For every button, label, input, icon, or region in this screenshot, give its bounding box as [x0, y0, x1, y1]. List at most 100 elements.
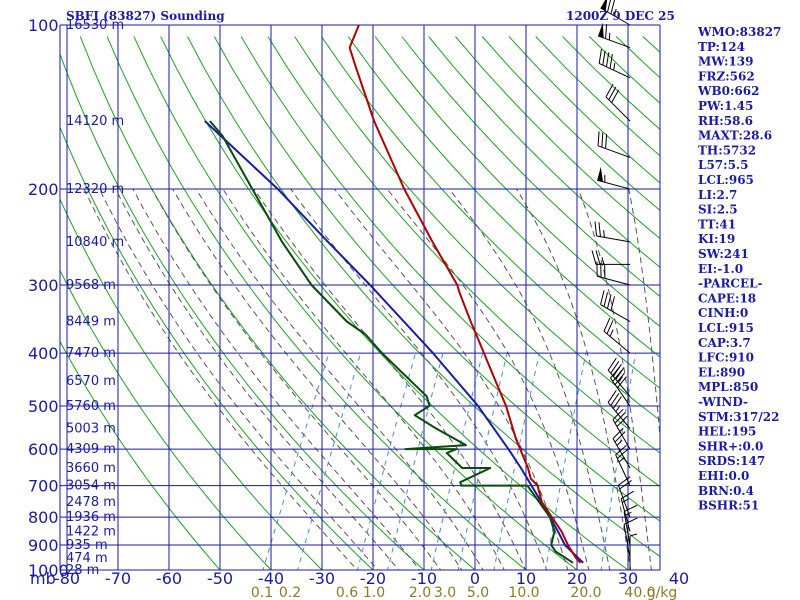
barb-full — [598, 222, 601, 237]
dry-adiabat-line — [60, 269, 272, 570]
height-label: 9568 m — [66, 278, 116, 293]
barb-half — [609, 329, 614, 337]
mixing-ratio-line — [356, 352, 416, 570]
dry-adiabat-line — [60, 52, 425, 570]
index-line: KI:19 — [698, 232, 735, 246]
barb-staff — [615, 454, 631, 486]
barb-full — [616, 448, 629, 459]
chart-time: 1200Z 9 DEC 25 — [566, 9, 675, 23]
barb-staff — [612, 419, 631, 450]
dry-adiabat-line — [374, 36, 660, 328]
index-line: WMO:83827 — [697, 25, 781, 39]
grid — [59, 24, 661, 571]
index-line: RH:58.6 — [698, 114, 753, 128]
mixing-ratio-label: 0.6 — [336, 585, 358, 600]
barb-full — [610, 0, 615, 15]
barb-staff — [597, 145, 631, 158]
dry-adiabat-line — [213, 36, 660, 522]
wind-barbs — [591, 0, 638, 570]
mixing-ratio-label: g/kg — [647, 585, 678, 600]
barb-full — [620, 490, 634, 500]
indices-panel: WMO:83827TP:124MW:139FRZ:562WB0:662PW:1.… — [697, 25, 781, 513]
mixing-ratio-line — [387, 352, 444, 570]
barb-flag — [597, 166, 603, 182]
wind-barb — [610, 366, 631, 407]
barb-full — [614, 431, 626, 443]
temperature-tick-label: -80 — [54, 569, 80, 588]
barb-staff — [623, 524, 631, 558]
index-line: BSHR:51 — [698, 499, 759, 513]
temperature-line — [348, 25, 582, 564]
barb-full — [610, 360, 620, 374]
dry-adiabat-line — [160, 36, 629, 570]
mixing-ratio-line — [262, 352, 330, 570]
wind-barb — [594, 221, 631, 243]
wind-barb — [612, 408, 631, 450]
height-label: 3054 m — [66, 479, 116, 494]
chart-title: SBFI (83827) Sounding — [66, 9, 225, 23]
index-line: WB0:662 — [697, 84, 759, 98]
dry-adiabat-line — [428, 36, 660, 268]
height-label: 28 m — [66, 563, 99, 578]
index-line: EL:890 — [698, 365, 745, 379]
moist-adiabat-line — [448, 188, 611, 570]
barb-staff — [597, 275, 631, 286]
moist-adiabats — [83, 188, 660, 570]
height-label: 1422 m — [66, 525, 116, 540]
height-label: 10840 m — [66, 235, 124, 250]
barb-full — [611, 89, 620, 103]
temperature-tick-label: 20 — [567, 569, 587, 588]
index-line: EHI:0.0 — [698, 469, 749, 483]
barb-full — [615, 367, 625, 380]
mixing-ratio-line — [600, 353, 637, 570]
index-line: LCL:915 — [698, 321, 754, 335]
dry-adiabat-line — [294, 36, 660, 421]
temperature-tick-label: -70 — [105, 569, 131, 588]
wind-barb — [605, 83, 631, 122]
wind-barb — [600, 290, 631, 322]
index-line: LCL:965 — [698, 173, 754, 187]
height-label: 2478 m — [66, 495, 116, 510]
pressure-tick-label: 400 — [28, 344, 59, 363]
temperature-tick-label: -50 — [207, 569, 233, 588]
dry-adiabat-line — [187, 36, 660, 558]
barb-full — [606, 0, 612, 13]
dry-adiabat-line — [535, 36, 660, 157]
barb-full — [612, 369, 623, 382]
barb-full — [605, 24, 608, 39]
barb-full — [600, 290, 605, 305]
barb-full — [616, 376, 627, 389]
mixing-ratio-label: 1.0 — [363, 585, 385, 600]
barb-full — [605, 134, 608, 149]
mixing-ratio-label: 3.0 — [434, 585, 456, 600]
parcel-line — [204, 120, 584, 564]
wind-barb — [623, 517, 638, 558]
wind-barb — [596, 261, 631, 286]
wind-barb — [607, 390, 631, 429]
dry-adiabat-line — [240, 36, 660, 488]
barb-staff — [597, 179, 631, 190]
index-line: EI:-1.0 — [698, 262, 743, 276]
barb-full — [591, 250, 597, 265]
index-line: TT:41 — [698, 217, 736, 231]
dry-adiabat-line — [60, 340, 221, 570]
dry-adiabat-line — [133, 36, 578, 570]
barb-staff — [607, 402, 631, 429]
temperature-tick-label: -30 — [309, 569, 335, 588]
mixing-ratio-label: 0.2 — [279, 585, 301, 600]
barb-full — [610, 366, 621, 379]
index-line: CAP:3.7 — [698, 336, 751, 350]
barb-full — [612, 427, 624, 439]
index-line: FRZ:562 — [698, 69, 755, 83]
height-label: 474 m — [66, 551, 108, 566]
moist-adiabat-line — [222, 188, 505, 570]
barb-full — [612, 396, 622, 409]
pressure-tick-label: 1000 — [28, 561, 69, 580]
index-line: STM:317/22 — [698, 410, 779, 424]
barb-half — [618, 376, 623, 383]
index-line: TH:5732 — [698, 143, 756, 157]
index-line: CAPE:18 — [698, 291, 756, 305]
height-label: 7470 m — [66, 346, 116, 361]
barb-full — [623, 504, 638, 513]
